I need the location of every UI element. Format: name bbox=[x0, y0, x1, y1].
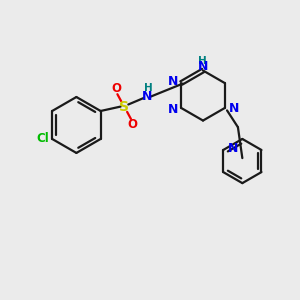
Text: N: N bbox=[142, 90, 152, 103]
Text: O: O bbox=[128, 118, 137, 131]
Text: N: N bbox=[228, 142, 238, 155]
Text: O: O bbox=[111, 82, 121, 95]
Text: H: H bbox=[144, 83, 152, 93]
Text: H: H bbox=[198, 56, 207, 66]
Text: N: N bbox=[198, 61, 208, 74]
Text: Cl: Cl bbox=[36, 133, 49, 146]
Text: S: S bbox=[119, 100, 129, 114]
Text: N: N bbox=[229, 101, 239, 115]
Text: N: N bbox=[167, 103, 178, 116]
Text: N: N bbox=[167, 75, 178, 88]
